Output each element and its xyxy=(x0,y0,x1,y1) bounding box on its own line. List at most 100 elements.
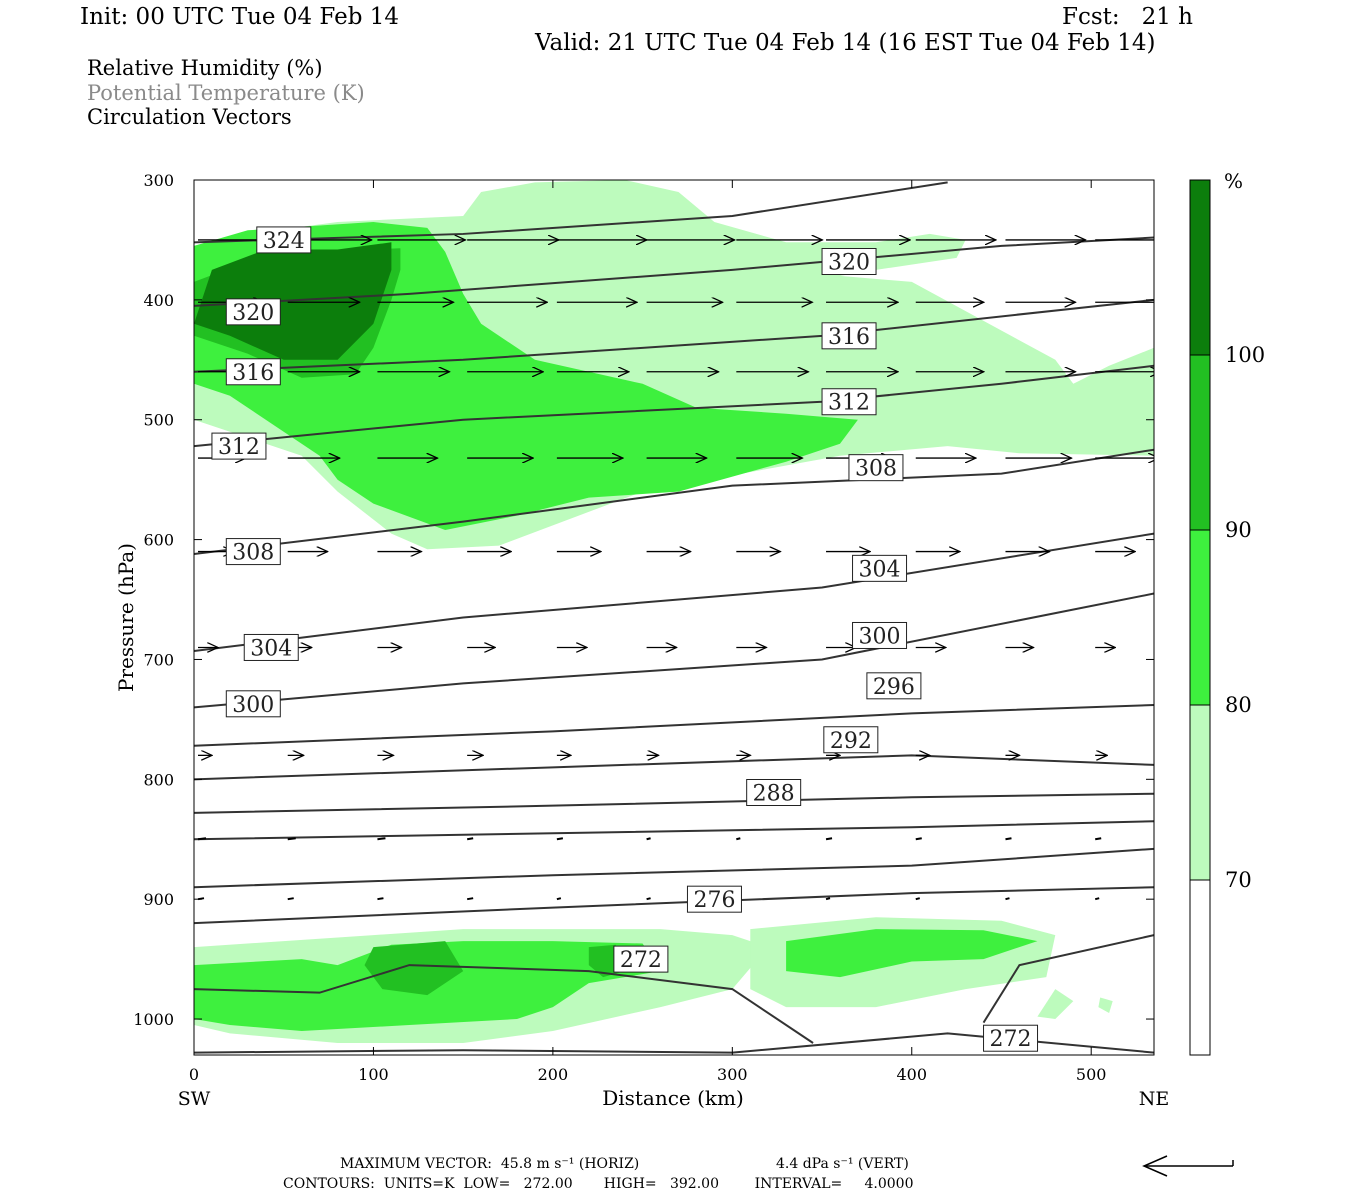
circulation-vector xyxy=(377,897,384,901)
theta-contour-320 xyxy=(194,236,1154,307)
y-tick-label: 300 xyxy=(143,171,174,190)
y-axis-title: Pressure (hPa) xyxy=(114,543,138,692)
max-vector-horiz: MAXIMUM VECTOR: 45.8 m s⁻¹ (HORIZ) xyxy=(340,1156,640,1172)
colorbar-label: 70 xyxy=(1225,868,1252,892)
circulation-vector xyxy=(466,897,474,901)
circulation-vector xyxy=(646,897,651,901)
y-tick-label: 400 xyxy=(143,291,174,310)
theta-label-box xyxy=(686,885,742,913)
theta-label: 316 xyxy=(828,325,870,350)
circulation-vector xyxy=(197,837,207,841)
colorbar-label: 90 xyxy=(1225,518,1252,542)
field-label-theta: Potential Temperature (K) xyxy=(87,81,365,105)
theta-label-box xyxy=(225,538,281,566)
reference-vector-head xyxy=(1142,1155,1168,1177)
circulation-vector xyxy=(736,837,741,841)
y-tick-label: 500 xyxy=(143,411,174,430)
circulation-vector xyxy=(466,837,474,841)
x-tick-label: 400 xyxy=(896,1065,927,1084)
theta-label: 300 xyxy=(859,624,901,649)
init-time: Init: 00 UTC Tue 04 Feb 14 xyxy=(80,4,400,30)
circulation-vector xyxy=(915,897,920,901)
theta-label-box xyxy=(821,322,877,350)
colorbar-segment xyxy=(1190,705,1210,880)
x-tick-label: 300 xyxy=(717,1065,748,1084)
rh-region-70 xyxy=(1037,989,1074,1019)
theta-contour-324 xyxy=(194,181,948,244)
theta-label-box xyxy=(848,454,904,482)
x-tick-label: 200 xyxy=(538,1065,569,1084)
theta-label: 272 xyxy=(990,1027,1032,1052)
x-axis-title: Distance (km) xyxy=(602,1086,744,1110)
x-tick-label: 0 xyxy=(189,1065,199,1084)
theta-label: 276 xyxy=(693,888,735,913)
theta-label: 288 xyxy=(753,782,795,807)
theta-label: 304 xyxy=(859,557,901,582)
theta-label-box xyxy=(823,726,879,754)
plot-frame xyxy=(193,179,1155,1056)
rh-region-90 xyxy=(364,941,464,996)
theta-contour-296 xyxy=(194,704,1154,747)
theta-label: 304 xyxy=(250,636,292,661)
valid-time: Valid: 21 UTC Tue 04 Feb 14 (16 EST Tue … xyxy=(535,30,1156,56)
x-end-label-sw: SW xyxy=(178,1088,211,1110)
rh-fill-layer xyxy=(194,180,1154,1043)
circulation-vector xyxy=(556,897,562,901)
y-tick-label: 1000 xyxy=(133,1010,174,1029)
theta-contour-300 xyxy=(194,592,1154,709)
circulation-vector xyxy=(556,837,564,841)
colorbar-label: 100 xyxy=(1225,343,1265,367)
colorbar-segment xyxy=(1190,355,1210,530)
colorbar-segment xyxy=(1190,880,1210,1055)
theta-label: 308 xyxy=(855,457,897,482)
theta-contour-284 xyxy=(194,820,1154,841)
x-tick-label: 500 xyxy=(1076,1065,1107,1084)
theta-label: 312 xyxy=(828,391,870,416)
theta-label: 320 xyxy=(232,301,274,326)
theta-contour-276 xyxy=(194,886,1154,925)
theta-contour-308 xyxy=(194,448,1154,555)
theta-label: 316 xyxy=(232,361,274,386)
x-end-label-ne: NE xyxy=(1139,1088,1170,1110)
field-label-vectors: Circulation Vectors xyxy=(87,105,292,129)
colorbar-segment xyxy=(1190,180,1210,355)
theta-label-box xyxy=(983,1024,1039,1052)
theta-label-box xyxy=(243,633,299,661)
theta-contour-316 xyxy=(194,298,1154,373)
theta-label-box xyxy=(746,779,802,806)
theta-contour-280 xyxy=(194,847,1154,889)
circulation-vector xyxy=(287,897,294,901)
circulation-vector xyxy=(825,837,833,841)
theta-label-box xyxy=(225,690,281,718)
circulation-vector xyxy=(1095,837,1102,841)
forecast-hour: Fcst: 21 h xyxy=(1062,4,1193,30)
theta-contour-272 xyxy=(982,934,1154,1024)
theta-label: 324 xyxy=(263,229,305,254)
vector-layer xyxy=(197,240,1154,901)
theta-contour-304 xyxy=(194,532,1154,653)
y-tick-label: 900 xyxy=(143,890,174,909)
max-vector-vert: 4.4 dPa s⁻¹ (VERT) xyxy=(776,1156,909,1172)
circulation-vector xyxy=(377,837,386,841)
colorbar-label: 80 xyxy=(1225,693,1252,717)
theta-contour-272 xyxy=(194,964,814,1044)
y-tick-label: 800 xyxy=(143,770,174,789)
circulation-vector xyxy=(1005,837,1012,841)
circulation-vector xyxy=(646,837,651,841)
colorbar-frame xyxy=(1189,179,1211,1056)
circulation-vector xyxy=(915,837,922,841)
theta-contour-288 xyxy=(194,792,1154,814)
theta-label-box xyxy=(211,432,267,460)
theta-label-box xyxy=(225,358,281,386)
field-label-rh: Relative Humidity (%) xyxy=(87,56,323,80)
theta-label: 300 xyxy=(232,693,274,718)
theta-label: 296 xyxy=(873,675,915,700)
theta-label-box xyxy=(852,621,908,649)
circulation-vector xyxy=(287,837,296,841)
y-tick-label: 600 xyxy=(143,531,174,550)
theta-label-box xyxy=(821,388,877,416)
theta-label: 312 xyxy=(218,435,260,460)
y-tick-label: 700 xyxy=(143,650,174,669)
colorbar-segment xyxy=(1190,530,1210,705)
